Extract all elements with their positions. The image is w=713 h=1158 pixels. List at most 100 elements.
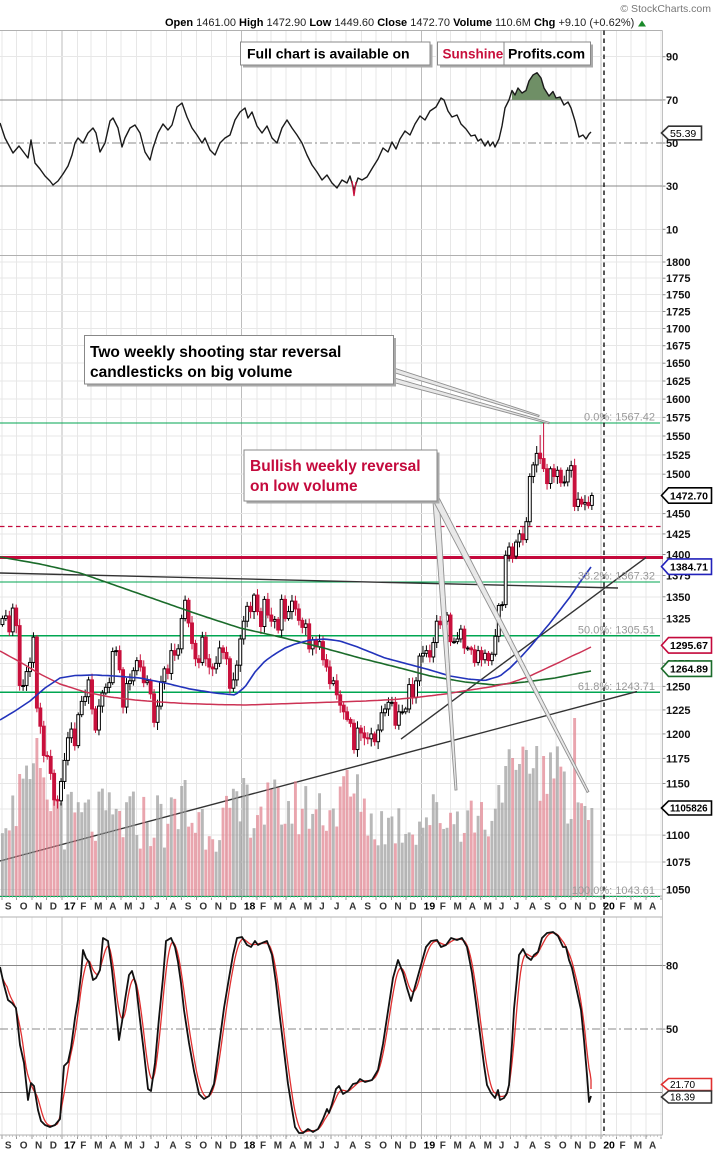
svg-text:1472.70: 1472.70 (670, 490, 708, 502)
svg-text:J: J (139, 1141, 145, 1152)
svg-text:A: A (169, 1141, 176, 1152)
svg-text:1625: 1625 (666, 376, 690, 388)
svg-text:Profits.com: Profits.com (508, 46, 585, 62)
svg-text:N: N (35, 1141, 42, 1152)
svg-text:N: N (394, 902, 401, 913)
svg-text:F: F (620, 1141, 626, 1152)
svg-text:S: S (5, 1141, 12, 1152)
svg-text:O: O (559, 1141, 567, 1152)
svg-text:F: F (260, 902, 266, 913)
svg-text:70: 70 (666, 95, 678, 107)
svg-text:F: F (440, 902, 446, 913)
svg-text:A: A (109, 1141, 116, 1152)
svg-text:1575: 1575 (666, 412, 690, 424)
svg-text:F: F (80, 1141, 86, 1152)
svg-text:O: O (20, 902, 28, 913)
svg-text:A: A (649, 1141, 656, 1152)
svg-text:S: S (364, 902, 371, 913)
svg-text:J: J (154, 902, 160, 913)
svg-text:1050: 1050 (666, 884, 690, 896)
svg-text:F: F (260, 1141, 266, 1152)
svg-text:F: F (440, 1141, 446, 1152)
svg-text:N: N (574, 902, 581, 913)
svg-text:1200: 1200 (666, 729, 690, 741)
svg-text:A: A (469, 902, 476, 913)
svg-text:1550: 1550 (666, 431, 690, 443)
svg-text:1100: 1100 (666, 830, 690, 842)
svg-text:D: D (409, 1141, 416, 1152)
svg-text:1525: 1525 (666, 450, 690, 462)
svg-text:M: M (484, 1141, 492, 1152)
svg-text:M: M (274, 1141, 282, 1152)
svg-text:1384.71: 1384.71 (670, 561, 708, 573)
svg-text:F: F (80, 902, 86, 913)
svg-text:D: D (50, 1141, 57, 1152)
svg-text:A: A (349, 1141, 356, 1152)
svg-text:J: J (139, 902, 145, 913)
svg-text:J: J (319, 1141, 325, 1152)
svg-text:1350: 1350 (666, 592, 690, 604)
svg-text:100.0%: 1043.61: 100.0%: 1043.61 (572, 885, 655, 897)
svg-text:J: J (334, 902, 340, 913)
svg-text:M: M (274, 902, 282, 913)
svg-text:A: A (649, 902, 656, 913)
svg-text:M: M (304, 902, 312, 913)
svg-text:1675: 1675 (666, 341, 690, 353)
svg-text:S: S (364, 1141, 371, 1152)
svg-text:1250: 1250 (666, 681, 690, 693)
svg-text:M: M (634, 902, 642, 913)
svg-text:J: J (334, 1141, 340, 1152)
svg-text:O: O (379, 1141, 387, 1152)
svg-text:19: 19 (424, 901, 436, 913)
svg-text:1295.67: 1295.67 (670, 640, 708, 652)
svg-text:D: D (409, 902, 416, 913)
svg-text:M: M (304, 1141, 312, 1152)
svg-text:O: O (199, 902, 207, 913)
svg-text:21.70: 21.70 (670, 1080, 695, 1091)
svg-text:50: 50 (666, 138, 678, 150)
svg-text:J: J (514, 1141, 520, 1152)
svg-text:on low volume: on low volume (250, 478, 358, 495)
svg-text:1600: 1600 (666, 394, 690, 406)
svg-text:1175: 1175 (666, 753, 690, 765)
svg-text:O: O (379, 902, 387, 913)
svg-text:18.39: 18.39 (670, 1093, 695, 1104)
svg-text:1650: 1650 (666, 358, 690, 370)
svg-text:M: M (94, 902, 102, 913)
svg-text:M: M (94, 1141, 102, 1152)
svg-text:D: D (589, 1141, 596, 1152)
svg-text:1750: 1750 (666, 290, 690, 302)
svg-text:18: 18 (244, 901, 256, 913)
svg-text:D: D (230, 1141, 237, 1152)
svg-text:1450: 1450 (666, 509, 690, 521)
svg-text:J: J (514, 902, 520, 913)
svg-text:O: O (199, 1141, 207, 1152)
svg-text:S: S (544, 1141, 551, 1152)
svg-text:J: J (499, 902, 505, 913)
svg-text:61.8%: 1243.71: 61.8%: 1243.71 (578, 681, 655, 693)
svg-text:90: 90 (666, 52, 678, 64)
svg-text:M: M (484, 902, 492, 913)
svg-text:A: A (169, 902, 176, 913)
svg-text:1075: 1075 (666, 857, 690, 869)
svg-text:O: O (559, 902, 567, 913)
svg-text:M: M (454, 1141, 462, 1152)
svg-text:50: 50 (666, 1024, 678, 1036)
svg-text:A: A (289, 1141, 296, 1152)
svg-text:30: 30 (666, 181, 678, 193)
svg-text:1500: 1500 (666, 469, 690, 481)
svg-text:A: A (289, 902, 296, 913)
svg-text:1800: 1800 (666, 257, 690, 269)
svg-text:18: 18 (244, 1140, 256, 1152)
svg-text:17: 17 (64, 901, 76, 913)
svg-text:N: N (394, 1141, 401, 1152)
svg-text:0.0%: 1567.42: 0.0%: 1567.42 (584, 412, 655, 424)
svg-text:D: D (230, 902, 237, 913)
svg-text:55.39: 55.39 (670, 128, 696, 140)
svg-text:20: 20 (603, 901, 615, 913)
svg-text:17: 17 (64, 1140, 76, 1152)
svg-text:D: D (50, 902, 57, 913)
svg-text:Open 1461.00 High 1472.90 Low: Open 1461.00 High 1472.90 Low 1449.60 Cl… (165, 17, 634, 29)
svg-text:1700: 1700 (666, 324, 690, 336)
svg-text:50.0%: 1305.51: 50.0%: 1305.51 (578, 624, 655, 636)
